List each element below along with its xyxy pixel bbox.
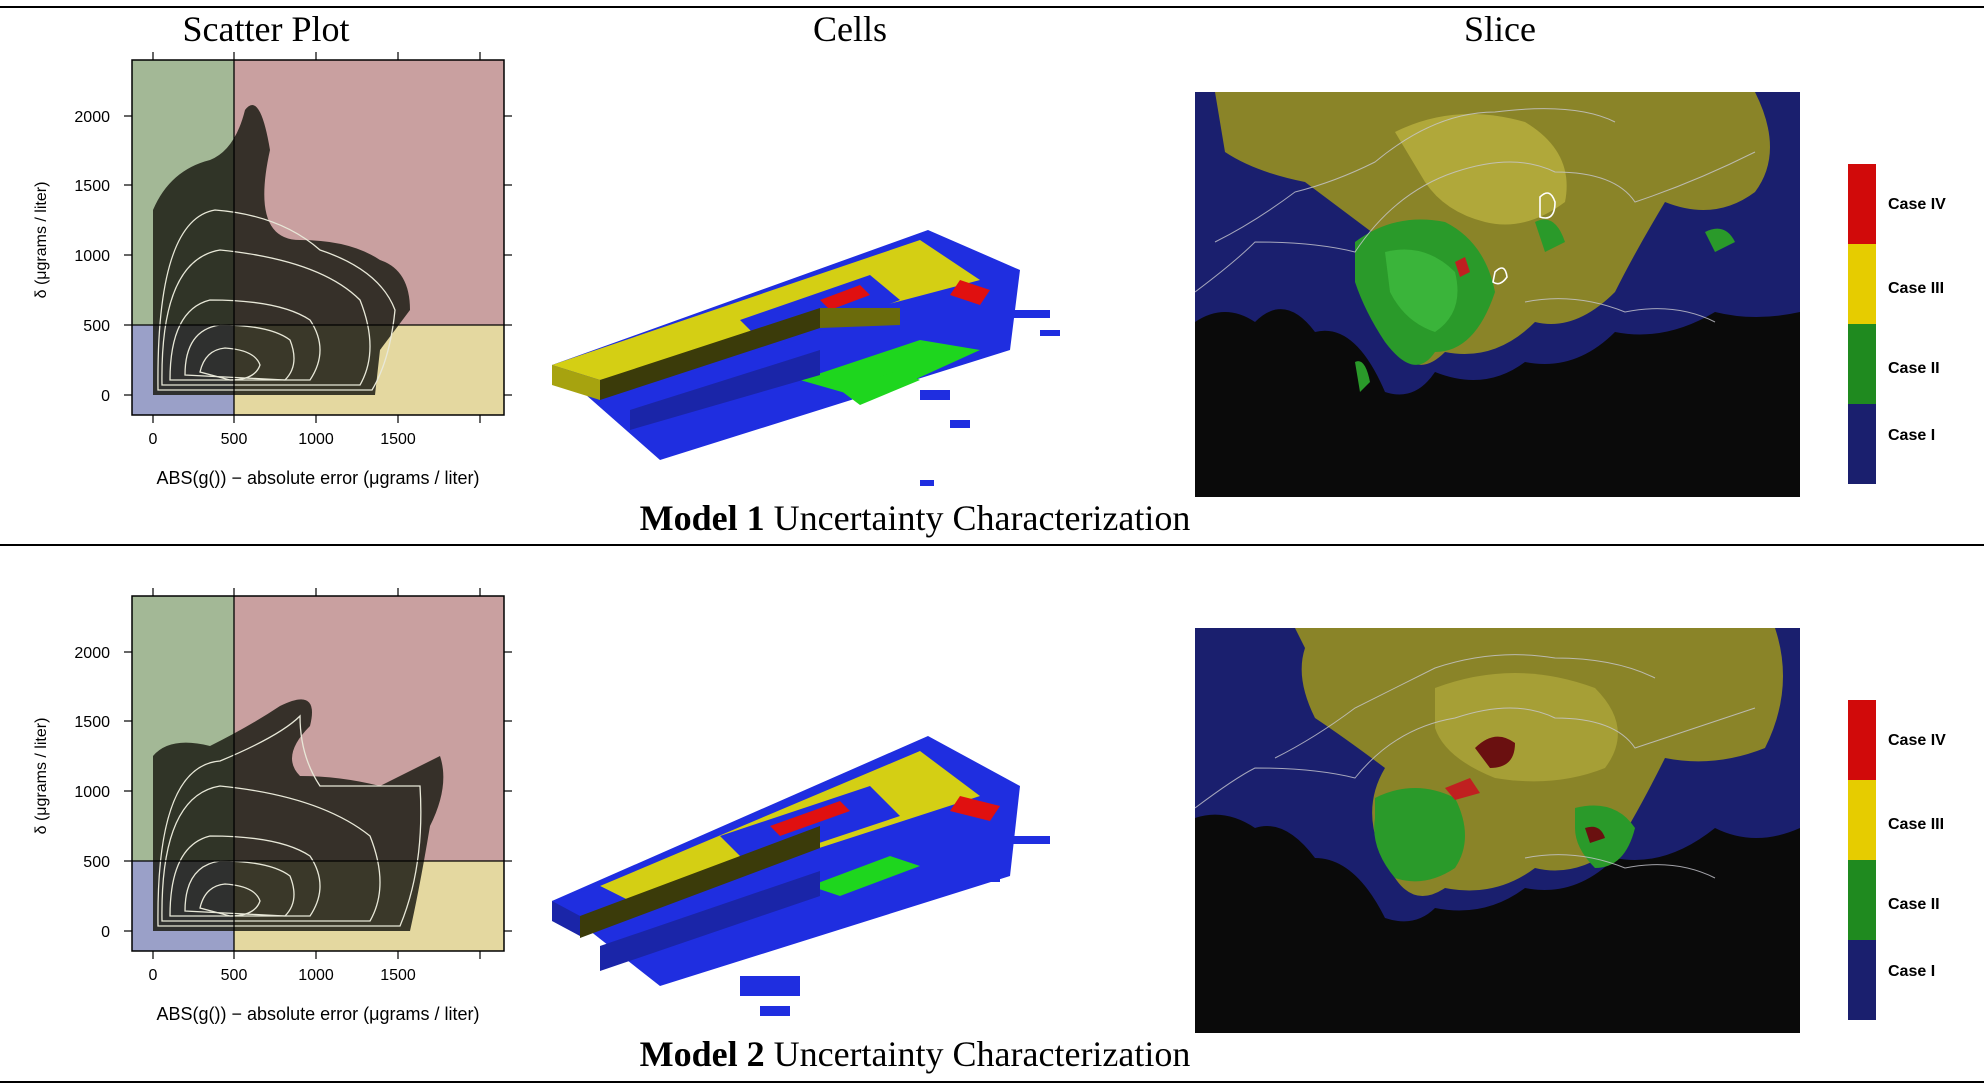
legend-label: Case II (1888, 360, 1940, 377)
x-axis-label: ABS(g()) − absolute error (μgrams / lite… (157, 468, 480, 488)
slice-model-1 (1194, 92, 1800, 497)
y-tick-label: 1500 (74, 178, 110, 195)
y-axis-label: δ (μgrams / liter) (33, 182, 50, 299)
legend-swatch-case-iii (1848, 780, 1876, 860)
y-tick-label: 1000 (74, 248, 110, 265)
legend-swatch-case-ii (1848, 860, 1876, 940)
y-tick-label: 1500 (74, 714, 110, 731)
density-cloud (153, 699, 444, 931)
caption-text: Uncertainty Characterization (764, 498, 1191, 538)
legend-swatch-case-iv (1848, 700, 1876, 780)
header-scatter-plot: Scatter Plot (182, 9, 350, 49)
caption-model-1: Model 1 Uncertainty Characterization (0, 497, 1830, 539)
y-tick-label: 2000 (74, 109, 110, 126)
scatter-plot-model-1: 0 500 1000 1500 0 500 1000 1500 2000 ABS… (20, 50, 520, 495)
x-axis-label: ABS(g()) − absolute error (μgrams / lite… (157, 1004, 480, 1024)
legend-swatch-case-iii (1848, 244, 1876, 324)
contour-lines (157, 209, 396, 391)
legend-swatch-case-i (1848, 940, 1876, 1020)
x-tick-label: 0 (149, 967, 158, 984)
x-tick-label: 1500 (380, 967, 416, 984)
x-tick-label: 0 (149, 431, 158, 448)
legend-swatch-case-i (1848, 404, 1876, 484)
x-tick-label: 500 (221, 967, 248, 984)
caption-model-name: Model 1 (639, 498, 765, 538)
y-tick-label: 0 (101, 388, 110, 405)
y-tick-label: 500 (83, 854, 110, 871)
plot-frame (131, 59, 505, 416)
x-tick-label: 1000 (298, 967, 334, 984)
top-rule (0, 6, 1984, 8)
legend-label: Case III (1888, 280, 1944, 297)
y-tick-label: 1000 (74, 784, 110, 801)
y-tick-label: 500 (83, 318, 110, 335)
legend-label: Case I (1888, 427, 1935, 444)
plot-frame (131, 595, 505, 952)
caption-model-2: Model 2 Uncertainty Characterization (0, 1033, 1830, 1075)
header-slice: Slice (1464, 9, 1536, 49)
bottom-rule (0, 1081, 1984, 1083)
legend-model-1: Case IV Case III Case II Case I (1840, 160, 1984, 500)
density-cloud (153, 105, 410, 395)
y-tick-label: 0 (101, 924, 110, 941)
x-tick-label: 1500 (380, 431, 416, 448)
legend-label: Case II (1888, 896, 1940, 913)
y-axis-label: δ (μgrams / liter) (33, 718, 50, 835)
legend-swatch-case-ii (1848, 324, 1876, 404)
slice-model-2 (1194, 628, 1800, 1033)
legend-label: Case IV (1888, 196, 1946, 213)
y-tick-label: 2000 (74, 645, 110, 662)
legend-label: Case I (1888, 963, 1935, 980)
cells-3d-model-1 (540, 50, 1180, 495)
header-cells: Cells (812, 9, 887, 49)
legend-model-2: Case IV Case III Case II Case I (1840, 696, 1984, 1036)
middle-rule (0, 544, 1984, 546)
x-tick-label: 500 (221, 431, 248, 448)
legend-label: Case IV (1888, 732, 1946, 749)
caption-model-name: Model 2 (639, 1034, 765, 1074)
scatter-plot-model-2: 0 500 1000 1500 0 500 1000 1500 2000 ABS… (20, 586, 520, 1031)
legend-label: Case III (1888, 816, 1944, 833)
x-tick-label: 1000 (298, 431, 334, 448)
contour-lines (157, 714, 422, 927)
cells-3d-model-2 (540, 586, 1180, 1031)
caption-text: Uncertainty Characterization (764, 1034, 1191, 1074)
legend-swatch-case-iv (1848, 164, 1876, 244)
